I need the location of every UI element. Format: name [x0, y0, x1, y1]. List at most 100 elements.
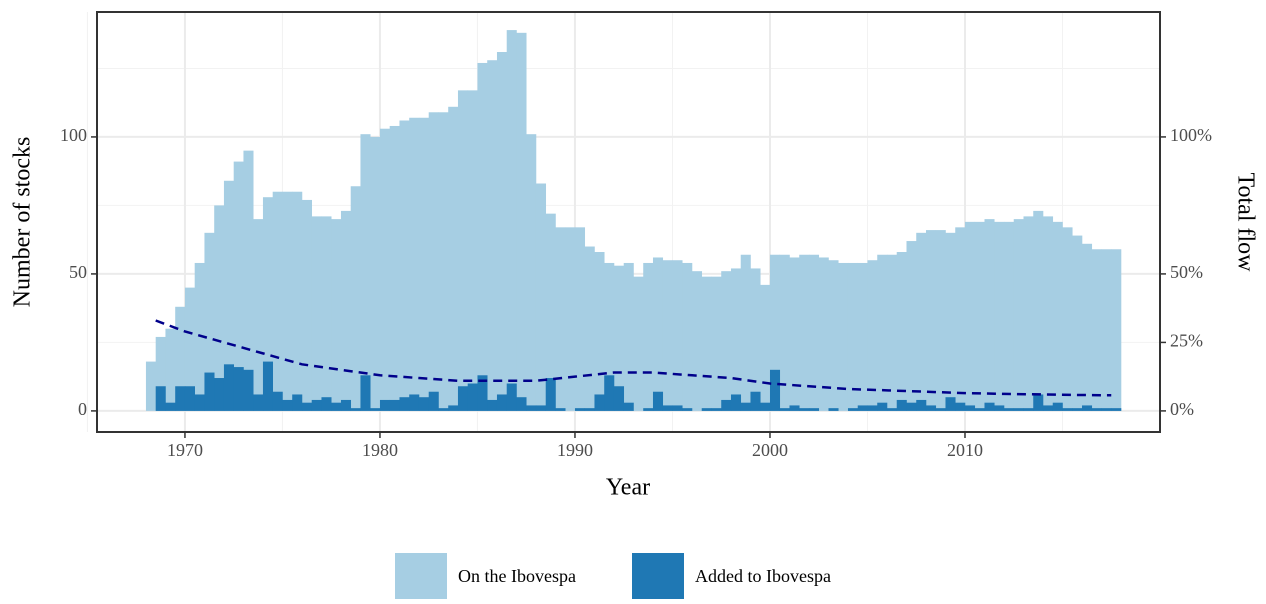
- bar: [750, 391, 761, 411]
- bar: [1042, 405, 1054, 411]
- y2-tick-label: 50%: [1170, 262, 1203, 282]
- bar: [896, 252, 907, 411]
- legend-label: On the Ibovespa: [458, 566, 576, 586]
- bar: [418, 397, 430, 411]
- bar: [409, 117, 420, 411]
- bar: [506, 30, 517, 411]
- y2-tick-label: 25%: [1170, 331, 1203, 351]
- bar: [360, 375, 371, 411]
- y2-axis-title: Total flow: [1232, 173, 1258, 273]
- bar: [769, 254, 781, 411]
- bar: [604, 375, 615, 411]
- bar: [652, 391, 664, 411]
- bar: [243, 150, 254, 411]
- bar: [311, 216, 322, 411]
- bar: [701, 408, 712, 411]
- legend-label: Added to Ibovespa: [695, 566, 831, 586]
- bar: [487, 399, 498, 411]
- bar: [730, 268, 742, 411]
- bar: [701, 276, 712, 411]
- bar: [175, 306, 186, 411]
- bar: [857, 405, 868, 411]
- bar: [214, 205, 225, 411]
- x-tick-label: 2010: [947, 440, 983, 460]
- bar: [808, 408, 820, 411]
- bar: [574, 408, 586, 411]
- bar: [399, 120, 410, 411]
- bar: [545, 213, 556, 411]
- bar: [925, 230, 937, 411]
- bar: [604, 262, 615, 411]
- bar: [1013, 408, 1024, 411]
- bar: [165, 328, 176, 411]
- bar: [555, 227, 566, 411]
- bar: [789, 405, 800, 411]
- bar: [389, 125, 400, 411]
- bar: [740, 402, 751, 411]
- bar: [867, 260, 878, 411]
- bar: [935, 408, 946, 411]
- bar: [945, 232, 956, 411]
- bar: [448, 405, 459, 411]
- x-tick-label: 1970: [167, 440, 203, 460]
- bar: [214, 378, 225, 411]
- bar: [262, 361, 274, 411]
- x-tick-label: 2000: [752, 440, 788, 460]
- bar: [613, 265, 625, 411]
- x-tick-label: 1980: [362, 440, 398, 460]
- bar: [438, 408, 449, 411]
- bar: [779, 254, 790, 411]
- bar: [808, 254, 820, 411]
- bar: [974, 408, 985, 411]
- bar: [789, 257, 800, 411]
- bar: [662, 260, 673, 411]
- bar: [145, 361, 156, 411]
- bar: [1003, 408, 1015, 411]
- bar: [204, 372, 215, 411]
- bar: [243, 369, 254, 411]
- y-axis-title: Number of stocks: [10, 137, 36, 308]
- bar: [457, 90, 469, 411]
- bar: [711, 408, 722, 411]
- bar: [282, 399, 293, 411]
- bar: [438, 112, 449, 411]
- bar: [1101, 408, 1112, 411]
- bar: [516, 32, 527, 411]
- bar: [194, 262, 205, 411]
- bar: [301, 199, 313, 411]
- bar: [272, 391, 283, 411]
- bar: [282, 191, 293, 411]
- bar: [1023, 408, 1034, 411]
- bar: [350, 408, 361, 411]
- bar: [360, 134, 371, 411]
- bar: [925, 405, 937, 411]
- bar: [594, 252, 605, 411]
- bar: [984, 219, 995, 411]
- y-tick-label: 0: [78, 399, 87, 419]
- y2-tick-label: 0%: [1170, 399, 1194, 419]
- bar: [565, 227, 576, 411]
- bar: [1111, 249, 1122, 411]
- bar: [1091, 249, 1102, 411]
- legend-swatch: [632, 553, 684, 599]
- bar: [1072, 235, 1083, 411]
- bar: [340, 210, 352, 411]
- bar: [818, 257, 829, 411]
- bar: [311, 399, 322, 411]
- bar: [955, 402, 966, 411]
- bar: [945, 397, 956, 411]
- bar: [448, 106, 459, 411]
- bar: [584, 246, 595, 411]
- bar: [828, 260, 839, 411]
- bar: [955, 227, 966, 411]
- bar: [964, 405, 976, 411]
- bar: [389, 399, 400, 411]
- flow-line: [155, 319, 1112, 397]
- bar: [526, 405, 537, 411]
- bar: [974, 221, 985, 411]
- bar: [574, 227, 586, 411]
- bar: [662, 405, 673, 411]
- bar: [916, 232, 927, 411]
- bar: [175, 386, 186, 411]
- bar: [1033, 394, 1044, 411]
